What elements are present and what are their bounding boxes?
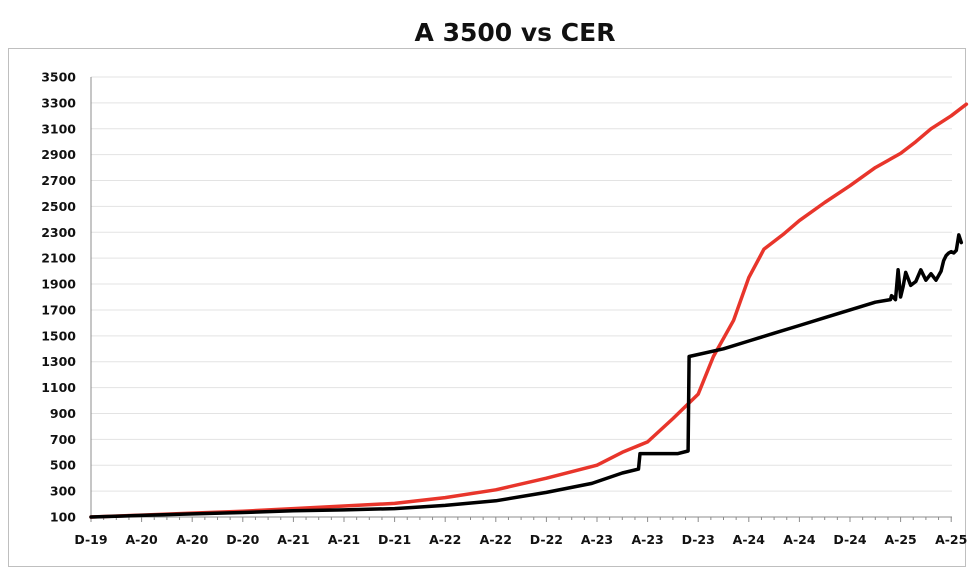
y-tick-label-1700: 1700 bbox=[41, 302, 76, 317]
x-tick-label-16: A-25 bbox=[884, 532, 916, 547]
y-tick-label-2900: 2900 bbox=[41, 147, 76, 162]
y-tick-label-3100: 3100 bbox=[41, 121, 76, 136]
y-tick-label-1100: 1100 bbox=[41, 380, 76, 395]
x-tick-label-9: D-22 bbox=[530, 532, 563, 547]
x-tick-label-8: A-22 bbox=[480, 532, 512, 547]
axes bbox=[90, 77, 952, 518]
y-tick-label-1900: 1900 bbox=[41, 277, 76, 292]
y-tick-label-2500: 2500 bbox=[41, 199, 76, 214]
y-tick-label-2300: 2300 bbox=[41, 225, 76, 240]
x-tick-label-1: A-20 bbox=[125, 532, 158, 547]
y-tick-label-500: 500 bbox=[50, 458, 76, 473]
y-tick-label-100: 100 bbox=[50, 510, 76, 525]
x-tick-label-7: A-22 bbox=[429, 532, 461, 547]
y-tick-label-2700: 2700 bbox=[41, 173, 76, 188]
x-tick-label-13: A-24 bbox=[733, 532, 766, 547]
y-axis-ticks: 100 300 500 700 900 1100 1300 1500 1700 1900 2100 2… bbox=[41, 70, 76, 525]
y-tick-label-1300: 1300 bbox=[41, 354, 76, 369]
x-tick-label-17: A-25 bbox=[935, 532, 967, 547]
x-tick-label-11: A-23 bbox=[631, 532, 663, 547]
y-tick-label-900: 900 bbox=[50, 406, 76, 421]
x-tick-label-5: A-21 bbox=[328, 532, 360, 547]
y-tick-label-1500: 1500 bbox=[41, 328, 76, 343]
y-tick-label-700: 700 bbox=[50, 432, 76, 447]
y-tick-label-300: 300 bbox=[50, 484, 76, 499]
x-tick-label-4: A-21 bbox=[277, 532, 309, 547]
chart-frame bbox=[8, 48, 966, 567]
y-tick-label-2100: 2100 bbox=[41, 251, 76, 266]
gridlines bbox=[91, 76, 952, 492]
x-tick-label-6: D-21 bbox=[378, 532, 411, 547]
x-tick-label-10: A-23 bbox=[581, 532, 613, 547]
y-tick-label-3300: 3300 bbox=[41, 95, 76, 110]
x-tick-label-14: A-24 bbox=[783, 532, 816, 547]
x-tick-label-0: D-19 bbox=[74, 532, 107, 547]
x-tick-label-3: D-20 bbox=[226, 532, 259, 547]
series-line-a3500 bbox=[89, 233, 964, 519]
x-tick-label-15: D-24 bbox=[833, 532, 866, 547]
series-line-cer bbox=[89, 102, 969, 519]
x-axis-ticks: D-19 A-20 A-20 D-20 A-21 A-21 D-21 A-22 A-22 D-22… bbox=[74, 517, 967, 547]
series-lines bbox=[89, 102, 969, 519]
x-tick-label-2: A-20 bbox=[176, 532, 209, 547]
chart-title: A 3500 vs CER bbox=[414, 18, 616, 47]
y-tick-label-3500: 3500 bbox=[41, 70, 76, 85]
x-tick-label-12: D-23 bbox=[682, 532, 715, 547]
